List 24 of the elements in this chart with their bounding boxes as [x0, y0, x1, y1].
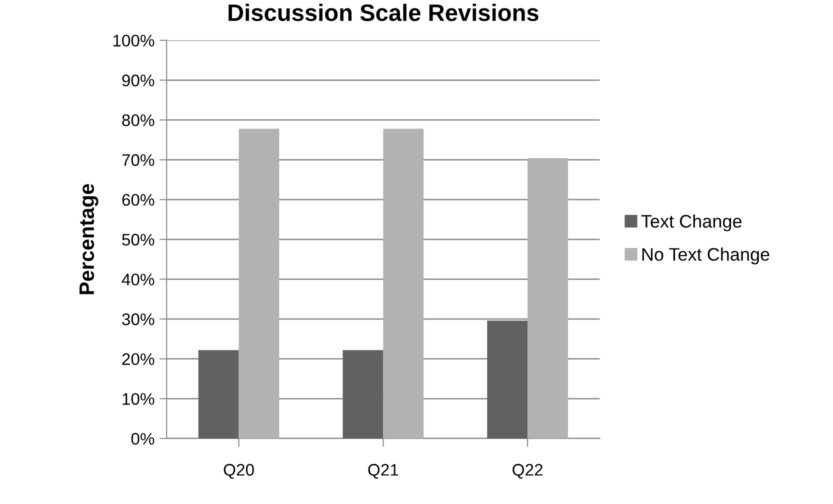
- y-tick-label: 10%: [122, 393, 154, 405]
- y-tick-label: 60%: [122, 194, 154, 206]
- y-tick-label: 20%: [122, 353, 154, 366]
- bar: [342, 350, 384, 438]
- bar: [198, 350, 239, 438]
- y-tick-label: 70%: [122, 154, 154, 166]
- bar: [238, 128, 280, 438]
- legend-label: Text Change: [641, 214, 742, 232]
- y-axis-title: Percentage: [80, 184, 98, 294]
- y-tick-label: 30%: [122, 313, 154, 326]
- legend-label: No Text Change: [642, 248, 770, 264]
- y-tick-label: 90%: [122, 74, 154, 86]
- bar: [528, 158, 568, 438]
- x-tick-label: Q20: [224, 464, 254, 479]
- y-tick-label: 100%: [113, 34, 154, 47]
- x-tick-label: Q22: [512, 464, 542, 479]
- y-tick-label: 80%: [122, 114, 154, 126]
- y-tick-label: 40%: [122, 274, 154, 286]
- chart-title: Discussion Scale Revisions: [228, 4, 538, 22]
- bar: [383, 128, 424, 438]
- bar: [487, 320, 528, 438]
- y-tick-label: 50%: [122, 234, 154, 246]
- x-tick-label: Q21: [368, 464, 398, 479]
- y-tick-label: 0%: [131, 432, 154, 445]
